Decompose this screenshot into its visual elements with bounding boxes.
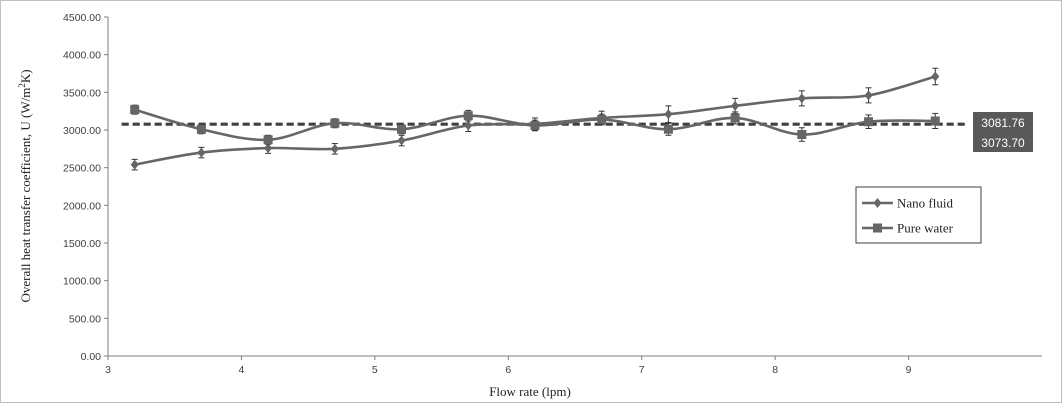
mean-callout: 3081.76 bbox=[973, 112, 1033, 132]
mean-callout-label: 3081.76 bbox=[981, 116, 1025, 130]
legend-item: Pure water bbox=[862, 221, 954, 236]
data-point-diamond bbox=[731, 100, 740, 111]
data-point-square bbox=[397, 124, 407, 134]
legend-label: Nano fluid bbox=[897, 196, 953, 211]
chart-axes bbox=[107, 17, 1042, 357]
y-tick-label: 3000.00 bbox=[63, 125, 101, 137]
legend-marker bbox=[873, 198, 882, 208]
x-tick-label: 5 bbox=[372, 364, 378, 376]
data-point-square bbox=[196, 124, 206, 134]
data-point-diamond bbox=[264, 143, 273, 154]
data-point-diamond bbox=[464, 120, 473, 131]
data-point-square bbox=[263, 135, 273, 145]
data-point-square bbox=[530, 120, 540, 130]
x-tick-labels: 3 4 5 6 7 8 9 bbox=[105, 356, 912, 376]
data-point-diamond bbox=[130, 159, 139, 170]
plot-area bbox=[121, 67, 969, 171]
y-tick-label: 2000.00 bbox=[63, 200, 101, 212]
mean-callouts: 3081.76 3073.70 bbox=[973, 112, 1033, 152]
x-tick-label: 4 bbox=[239, 364, 245, 376]
mean-callout: 3073.70 bbox=[973, 132, 1033, 152]
data-point-square bbox=[130, 105, 140, 115]
y-tick-label: 0.00 bbox=[81, 351, 102, 363]
data-point-square bbox=[663, 124, 673, 134]
mean-callout-label: 3073.70 bbox=[981, 136, 1025, 150]
data-point-diamond bbox=[197, 147, 206, 158]
x-tick-label: 7 bbox=[639, 364, 645, 376]
y-axis-title-main: Overall heat transfer coefficient, U (W/… bbox=[18, 88, 33, 303]
data-point-square bbox=[597, 114, 607, 124]
data-point-diamond bbox=[797, 93, 806, 104]
x-axis-title: Flow rate (lpm) bbox=[489, 384, 571, 399]
data-point-square bbox=[864, 117, 874, 127]
data-point-diamond bbox=[931, 71, 940, 82]
y-tick-label: 2500.00 bbox=[63, 163, 101, 175]
legend-marker bbox=[873, 223, 882, 233]
series-layer bbox=[130, 67, 940, 171]
legend-label: Pure water bbox=[897, 221, 954, 236]
x-tick-label: 9 bbox=[906, 364, 912, 376]
series-pure-water bbox=[130, 104, 940, 145]
mean-callout-box bbox=[973, 132, 1033, 152]
y-tick-label: 500.00 bbox=[69, 313, 101, 325]
y-tick-label: 3500.00 bbox=[63, 87, 101, 99]
legend-box bbox=[855, 186, 982, 244]
y-axis-title: Overall heat transfer coefficient, U (W/… bbox=[17, 69, 33, 302]
y-tick-label: 4500.00 bbox=[63, 12, 101, 24]
data-point-diamond bbox=[397, 135, 406, 146]
data-point-diamond bbox=[864, 90, 873, 101]
data-point-diamond bbox=[664, 109, 673, 120]
y-axis-title-sup: 2 bbox=[17, 83, 27, 88]
x-tick-label: 6 bbox=[505, 364, 511, 376]
legend-item: Nano fluid bbox=[862, 196, 953, 211]
series-nano-fluid bbox=[130, 67, 940, 171]
mean-callout-box bbox=[973, 112, 1033, 132]
y-axis-title-end: K) bbox=[18, 69, 33, 83]
y-tick-labels: 0.00 500.00 1000.00 1500.00 2000.00 2500.00 30… bbox=[63, 12, 108, 363]
data-point-square bbox=[797, 130, 807, 140]
y-tick-label: 4000.00 bbox=[63, 50, 101, 62]
data-point-square bbox=[463, 111, 473, 121]
data-point-square bbox=[330, 118, 340, 128]
data-point-square bbox=[730, 113, 740, 123]
y-tick-label: 1500.00 bbox=[63, 238, 101, 250]
legend-items: Nano fluid Pure water bbox=[862, 196, 954, 236]
data-point-diamond bbox=[330, 143, 339, 154]
y-tick-label: 1000.00 bbox=[63, 276, 101, 288]
x-tick-label: 3 bbox=[105, 364, 111, 376]
data-point-square bbox=[930, 116, 940, 126]
legend: Nano fluid Pure water bbox=[855, 186, 982, 244]
x-tick-label: 8 bbox=[772, 364, 778, 376]
